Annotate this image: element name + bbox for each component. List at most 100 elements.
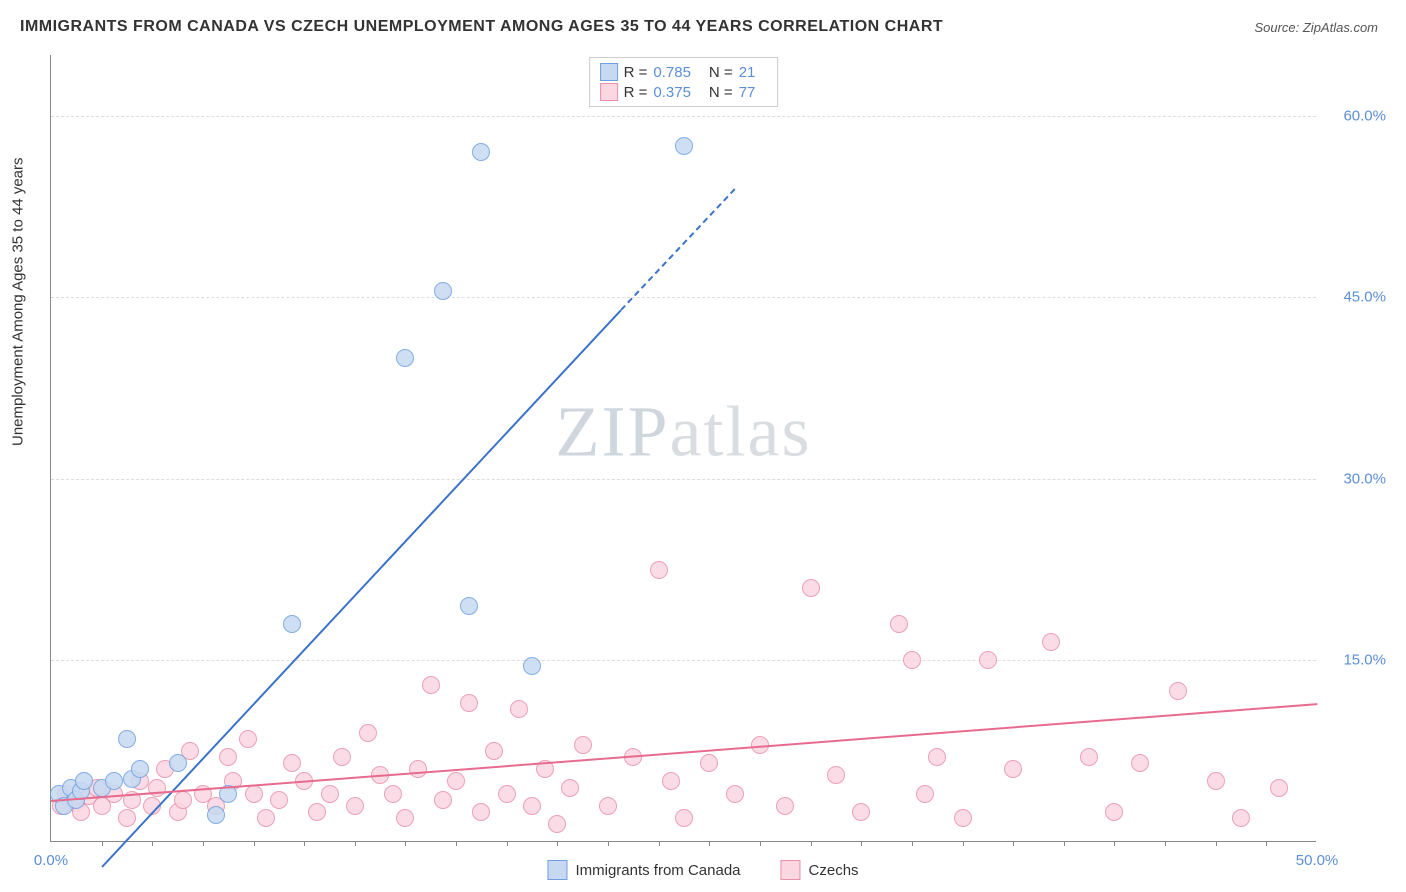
data-point [675, 137, 693, 155]
data-point [1042, 633, 1060, 651]
data-point [434, 791, 452, 809]
data-point [523, 657, 541, 675]
legend-label: Immigrants from Canada [575, 862, 740, 879]
correlation-legend: R = 0.785N = 21R = 0.375N = 77 [589, 57, 779, 107]
x-tick-mark [102, 841, 103, 846]
gridline [51, 660, 1316, 661]
data-point [1131, 754, 1149, 772]
data-point [548, 815, 566, 833]
data-point [105, 772, 123, 790]
x-tick-mark [1064, 841, 1065, 846]
data-point [1169, 682, 1187, 700]
x-tick-mark [709, 841, 710, 846]
data-point [523, 797, 541, 815]
data-point [802, 579, 820, 597]
x-tick-mark [254, 841, 255, 846]
data-point [979, 651, 997, 669]
data-point [359, 724, 377, 742]
x-tick-mark [659, 841, 660, 846]
data-point [409, 760, 427, 778]
x-tick-mark [912, 841, 913, 846]
legend-r-label: R = [624, 84, 648, 101]
data-point [75, 772, 93, 790]
x-tick-mark [355, 841, 356, 846]
x-tick-mark [963, 841, 964, 846]
x-tick-mark [1266, 841, 1267, 846]
data-point [447, 772, 465, 790]
data-point [118, 809, 136, 827]
data-point [662, 772, 680, 790]
gridline [51, 479, 1316, 480]
legend-swatch [600, 63, 618, 81]
data-point [283, 615, 301, 633]
data-point [460, 694, 478, 712]
legend-swatch [781, 860, 801, 880]
data-point [131, 760, 149, 778]
data-point [396, 349, 414, 367]
data-point [498, 785, 516, 803]
trend-line [620, 188, 735, 310]
legend-r-value: 0.375 [653, 84, 691, 101]
x-tick-mark [1165, 841, 1166, 846]
x-tick-label: 50.0% [1296, 852, 1339, 869]
y-axis-title: Unemployment Among Ages 35 to 44 years [10, 157, 27, 446]
data-point [827, 766, 845, 784]
data-point [472, 803, 490, 821]
chart-plot-area: ZIPatlas R = 0.785N = 21R = 0.375N = 77 … [50, 55, 1316, 842]
data-point [510, 700, 528, 718]
legend-item: Immigrants from Canada [547, 860, 740, 880]
x-tick-mark [608, 841, 609, 846]
data-point [422, 676, 440, 694]
data-point [650, 561, 668, 579]
y-tick-label: 45.0% [1326, 289, 1386, 306]
y-tick-label: 15.0% [1326, 652, 1386, 669]
legend-r-label: R = [624, 64, 648, 81]
data-point [776, 797, 794, 815]
legend-swatch [547, 860, 567, 880]
data-point [726, 785, 744, 803]
data-point [1270, 779, 1288, 797]
data-point [852, 803, 870, 821]
data-point [1080, 748, 1098, 766]
legend-n-label: N = [709, 84, 733, 101]
x-tick-mark [811, 841, 812, 846]
data-point [954, 809, 972, 827]
legend-n-value: 21 [739, 64, 756, 81]
data-point [1004, 760, 1022, 778]
y-tick-label: 30.0% [1326, 470, 1386, 487]
data-point [1105, 803, 1123, 821]
legend-r-value: 0.785 [653, 64, 691, 81]
trend-line [101, 310, 622, 868]
x-tick-mark [456, 841, 457, 846]
source-label: Source: ZipAtlas.com [1254, 20, 1378, 35]
data-point [169, 754, 187, 772]
x-tick-mark [861, 841, 862, 846]
gridline [51, 116, 1316, 117]
legend-label: Czechs [809, 862, 859, 879]
data-point [207, 806, 225, 824]
data-point [219, 748, 237, 766]
legend-n-label: N = [709, 64, 733, 81]
x-tick-mark [152, 841, 153, 846]
data-point [1232, 809, 1250, 827]
data-point [460, 597, 478, 615]
x-tick-mark [557, 841, 558, 846]
data-point [599, 797, 617, 815]
watermark: ZIPatlas [556, 391, 812, 474]
chart-title: IMMIGRANTS FROM CANADA VS CZECH UNEMPLOY… [20, 18, 943, 36]
legend-row: R = 0.375N = 77 [600, 82, 768, 102]
data-point [333, 748, 351, 766]
data-point [890, 615, 908, 633]
data-point [384, 785, 402, 803]
data-point [396, 809, 414, 827]
data-point [675, 809, 693, 827]
x-tick-mark [1013, 841, 1014, 846]
data-point [283, 754, 301, 772]
data-point [485, 742, 503, 760]
data-point [245, 785, 263, 803]
x-tick-mark [203, 841, 204, 846]
series-legend: Immigrants from Canada Czechs [547, 860, 858, 880]
legend-item: Czechs [781, 860, 859, 880]
data-point [916, 785, 934, 803]
data-point [928, 748, 946, 766]
